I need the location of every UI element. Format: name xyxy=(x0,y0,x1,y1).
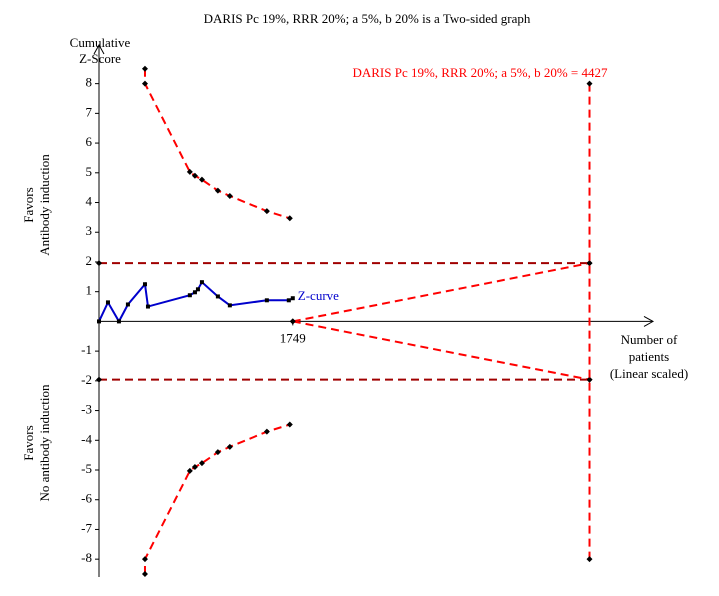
point xyxy=(191,464,198,471)
point xyxy=(227,303,232,308)
point xyxy=(145,304,150,309)
point xyxy=(586,556,593,563)
point xyxy=(116,319,121,324)
y-tick-label: -7 xyxy=(81,520,92,535)
point xyxy=(186,467,193,474)
point xyxy=(198,460,205,467)
x-label: Number of xyxy=(621,332,678,347)
series-label: Z-curve xyxy=(298,288,339,303)
point xyxy=(264,298,269,303)
point xyxy=(97,319,101,324)
point xyxy=(586,80,593,87)
point xyxy=(286,298,291,303)
y-tick-label: 7 xyxy=(86,104,93,119)
point xyxy=(586,260,593,267)
point xyxy=(289,318,296,325)
point xyxy=(290,296,295,301)
point xyxy=(214,449,221,456)
point xyxy=(198,176,205,183)
y-tick-label: 5 xyxy=(86,164,93,179)
point xyxy=(141,556,148,563)
point xyxy=(214,187,221,194)
point xyxy=(286,421,293,428)
point xyxy=(187,293,192,298)
y-tick-label: -8 xyxy=(81,550,92,565)
favors-label: Favors xyxy=(21,187,36,222)
y-tick-label: 4 xyxy=(86,194,93,209)
boundary-line xyxy=(143,423,291,575)
point xyxy=(199,280,204,285)
x-label: patients xyxy=(629,349,669,364)
point xyxy=(125,302,130,307)
x-label: (Linear scaled) xyxy=(610,366,688,381)
favors-label: Favors xyxy=(21,425,36,460)
point xyxy=(141,80,148,87)
y-tick-label: 2 xyxy=(86,253,93,268)
point xyxy=(263,428,270,435)
y-tick-label: -1 xyxy=(81,342,92,357)
y-tick-label: -3 xyxy=(81,402,92,417)
point xyxy=(186,168,193,175)
point xyxy=(96,376,102,383)
favors-label: Antibody induction xyxy=(37,154,52,256)
point xyxy=(195,287,200,292)
point xyxy=(192,290,197,295)
y-tick-label: 6 xyxy=(86,134,93,149)
y-tick-label: -5 xyxy=(81,461,92,476)
boundary-line xyxy=(292,320,590,381)
x-tick-label: 1749 xyxy=(280,330,306,345)
y-tick-label: -2 xyxy=(81,372,92,387)
x-axis-arrow xyxy=(643,315,655,327)
y-tick-label: 3 xyxy=(86,223,93,238)
boundary-line xyxy=(143,68,291,220)
y-tick-label: 1 xyxy=(86,283,93,298)
point xyxy=(191,172,198,179)
boundary-line xyxy=(292,262,590,323)
point xyxy=(215,294,220,299)
y-tick-label: -6 xyxy=(81,491,92,506)
y-tick-label: 8 xyxy=(86,75,93,90)
point xyxy=(226,192,233,199)
point xyxy=(141,65,148,72)
y-label: Cumulative xyxy=(70,35,131,50)
point xyxy=(105,300,110,305)
point xyxy=(96,260,102,267)
z-curve xyxy=(98,280,294,324)
point xyxy=(226,443,233,450)
y-label: Z-Score xyxy=(79,51,121,66)
point xyxy=(142,282,147,287)
point xyxy=(586,376,593,383)
favors-label: No antibody induction xyxy=(37,384,52,501)
point xyxy=(263,208,270,215)
point xyxy=(141,571,148,578)
y-tick-label: -4 xyxy=(81,431,92,446)
chart-title: DARIS Pc 19%, RRR 20%; a 5%, b 20% is a … xyxy=(204,11,531,26)
ris-label: DARIS Pc 19%, RRR 20%; a 5%, b 20% = 442… xyxy=(352,65,608,80)
point xyxy=(286,215,293,222)
y-axis-arrow xyxy=(93,43,105,55)
